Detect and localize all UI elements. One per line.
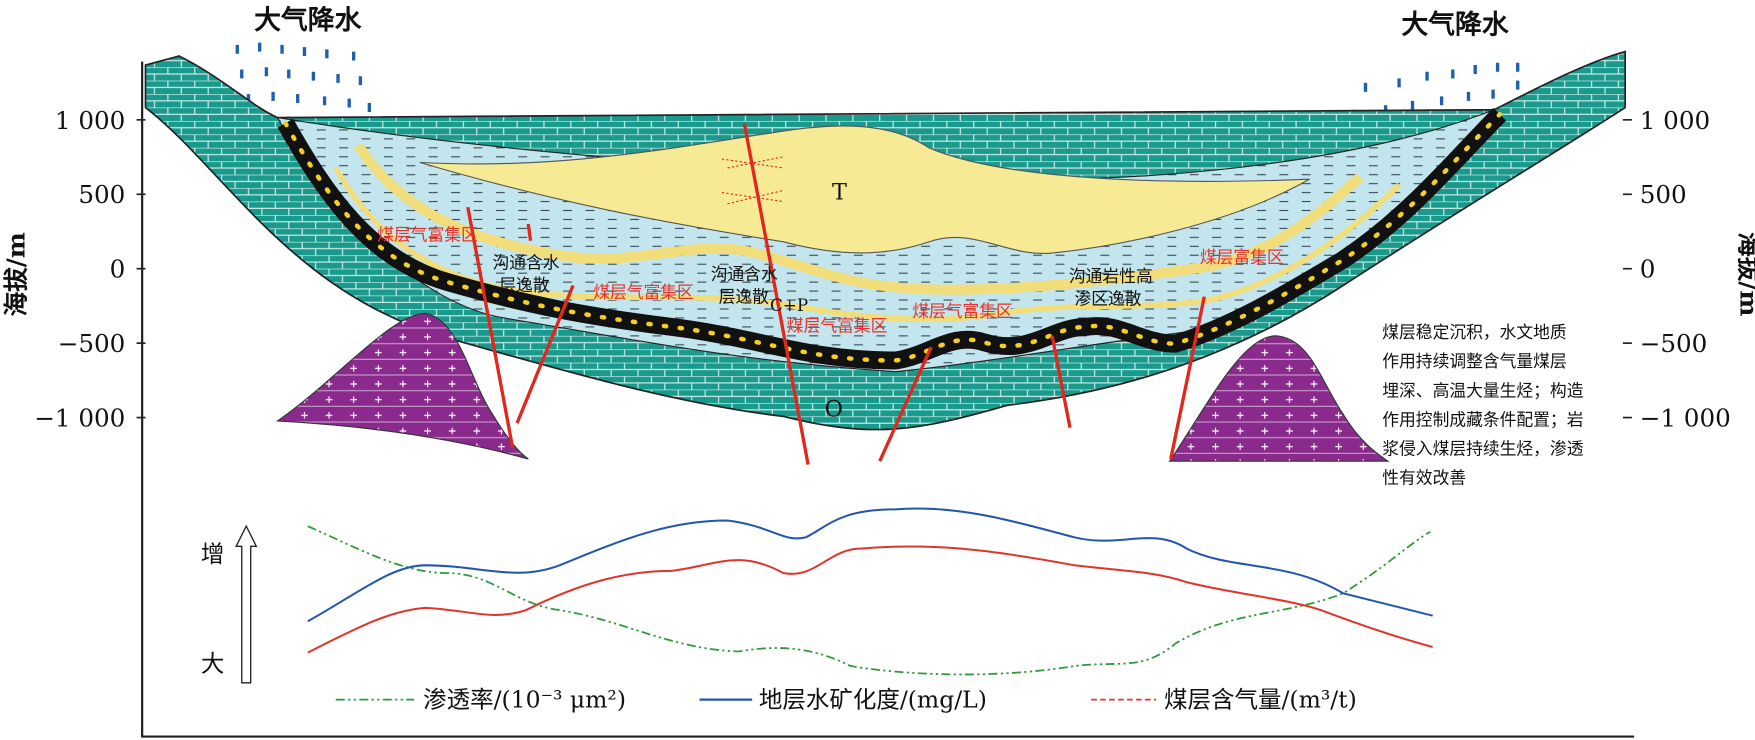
tick-label: −500 <box>1640 329 1708 358</box>
legend-label: 地层水矿化度/(mg/L) <box>759 685 987 713</box>
trend-top: 增 <box>201 540 225 568</box>
escape-label: 渗区逸散 <box>1074 289 1141 309</box>
tick-label: 1 000 <box>55 106 125 135</box>
gas-emission <box>721 156 784 205</box>
intrusion-left <box>275 312 529 460</box>
rain-label: 大气降水 <box>1401 10 1510 41</box>
description-line: 埋深、高温大量生烃；构造 <box>1382 380 1583 400</box>
axis-title: 海拔/m <box>1734 232 1755 316</box>
sand-band <box>353 142 1364 295</box>
permeability-curve <box>307 525 1431 676</box>
rain-label: 大气降水 <box>254 5 363 36</box>
zone-label: 煤层气富集区 <box>787 315 888 335</box>
mineralization-curve <box>307 507 1433 623</box>
stratum-label: T <box>832 179 847 205</box>
legend-label: 渗透率/(10⁻³ μm²) <box>423 685 626 713</box>
description-line: 作用控制成藏条件配置；岩 <box>1382 409 1583 429</box>
faults <box>466 122 1206 465</box>
triassic-layer <box>419 125 1310 255</box>
escape-label: 沟通含水 <box>492 253 559 273</box>
zone-label: 煤层气富集区 <box>912 301 1013 321</box>
description-line: 煤层稳定沉积，水文地质 <box>1382 322 1566 342</box>
tick-label: −500 <box>58 329 126 358</box>
stratum-label: O <box>825 396 843 422</box>
escape-label: 层逸散 <box>499 275 550 295</box>
tick-label: 500 <box>78 180 125 209</box>
tick-label: 0 <box>110 255 126 284</box>
elevation-ticks-right: 1 000 500 0 −500 −1 000 <box>1622 106 1731 433</box>
tick-label: −1 000 <box>34 404 125 433</box>
zone-label: 煤层富集区 <box>1200 247 1284 267</box>
description: 煤层稳定沉积，水文地质作用持续调整含气量煤层埋深、高温大量生烃；构造作用控制成藏… <box>1382 322 1583 488</box>
frame <box>141 61 1635 738</box>
legend-label: 煤层含气量/(m³/t) <box>1164 685 1357 713</box>
escape-label: 沟通岩性高 <box>1069 266 1153 286</box>
description-line: 作用持续调整含气量煤层 <box>1382 351 1566 371</box>
elevation-ticks-left: 1 000 500 0 −500 −1 000 <box>34 106 146 433</box>
tick-label: 500 <box>1640 180 1687 209</box>
escape-label: 沟通含水 <box>711 264 778 284</box>
axis-title: 海拔/m <box>2 232 31 316</box>
coal-gas-dots <box>283 112 1503 363</box>
description-line: 浆侵入煤层持续生烃，渗透 <box>1382 439 1583 459</box>
description-line: 性有效改善 <box>1382 468 1466 488</box>
tick-label: 0 <box>1640 255 1656 284</box>
gas-content-curve <box>307 545 1433 654</box>
stratum-label: C+P <box>770 295 808 315</box>
trend-bottom: 大 <box>201 650 225 678</box>
intrusion-right <box>1168 335 1390 462</box>
zone-label: 煤层气富集区 <box>377 225 478 245</box>
tick-label: 1 000 <box>1640 106 1710 135</box>
tick-label: −1 000 <box>1640 404 1731 433</box>
trend-arrow <box>235 524 258 684</box>
zone-label: 煤层气富集区 <box>593 282 694 302</box>
escape-label: 层逸散 <box>719 286 770 306</box>
